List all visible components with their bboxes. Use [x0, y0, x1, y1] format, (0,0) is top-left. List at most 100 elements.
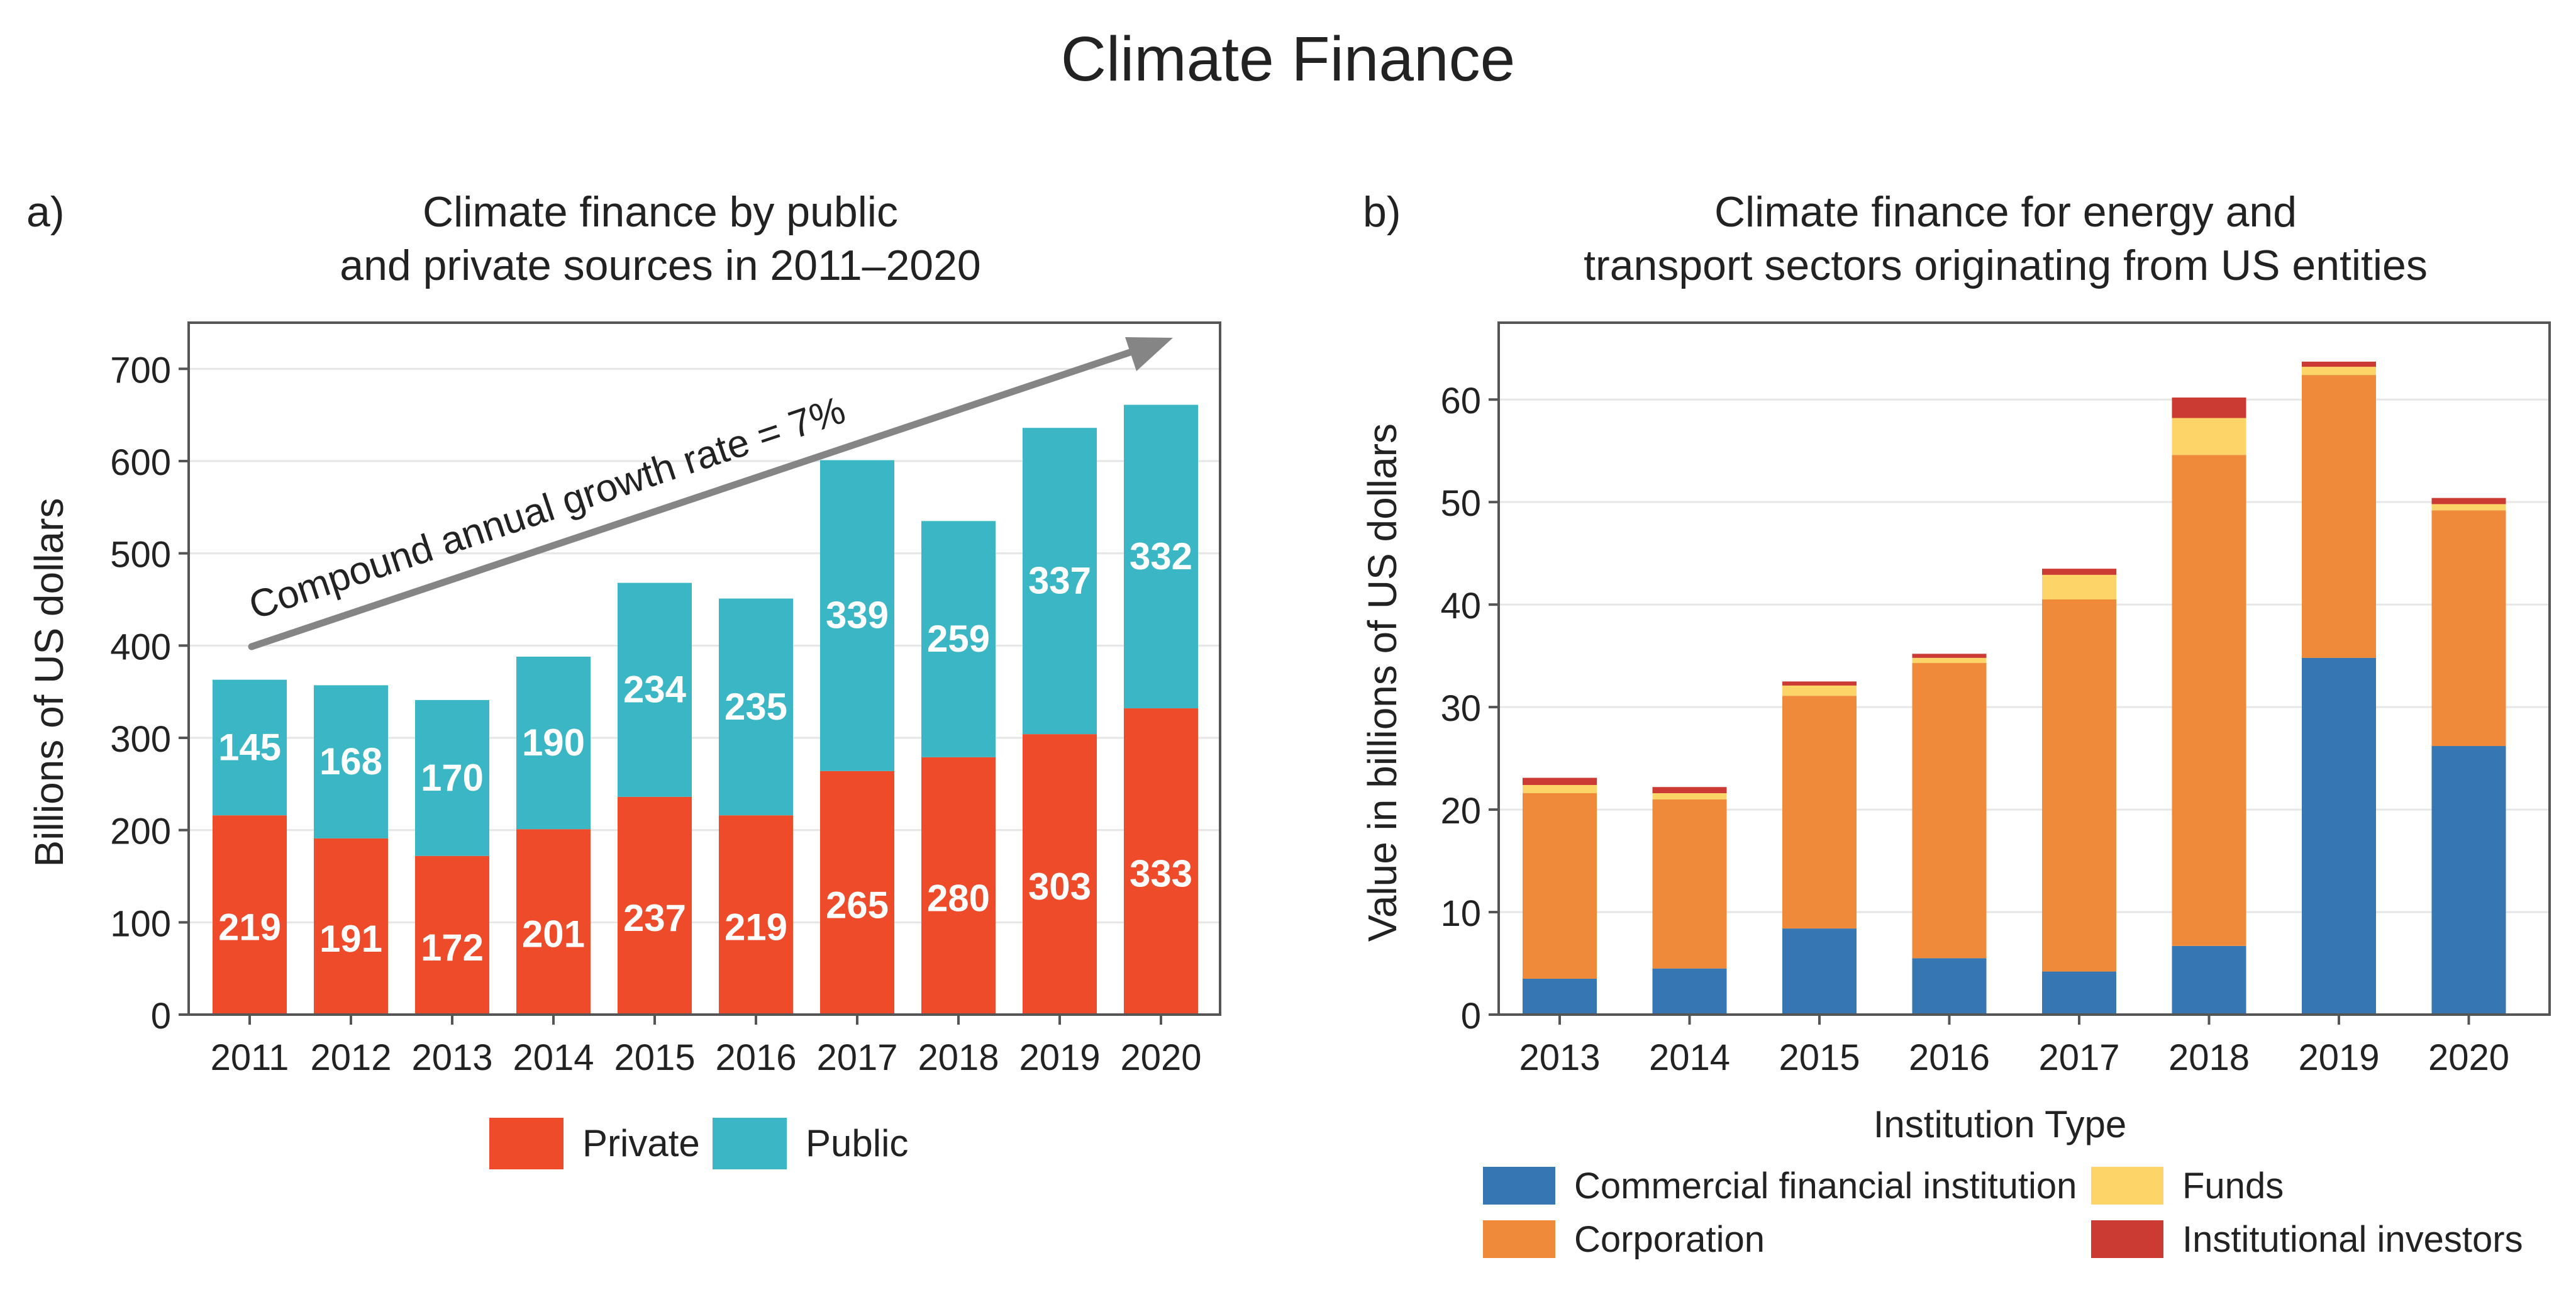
panel-b-bars	[1523, 361, 2506, 1015]
x-tick-label: 2020	[2428, 1037, 2509, 1078]
x-tick-label: 2012	[310, 1037, 391, 1078]
panel-a-label: a)	[26, 188, 64, 236]
panel-b-legend-title: Institution Type	[1874, 1103, 2126, 1145]
panel-b-legend: Commercial financial institution Funds Cor…	[1483, 1166, 2523, 1260]
bar-private-2015	[618, 796, 692, 1015]
panel-a-title-line-2: and private sources in 2011–2020	[340, 242, 980, 289]
bar-value-label: 259	[927, 618, 990, 660]
bar-funds-2020	[2431, 504, 2506, 511]
y-tick-label: 60	[1440, 381, 1481, 421]
legend-label-institutional-investors: Institutional investors	[2182, 1219, 2523, 1260]
x-tick-label: 2011	[211, 1037, 289, 1078]
bar-institutional-investors-2016	[1912, 654, 1987, 658]
bar-public-2014	[516, 656, 591, 830]
bar-commercial-financial-institution-2013	[1523, 978, 1597, 1015]
bar-value-label: 201	[522, 913, 585, 955]
bar-funds-2017	[2042, 574, 2116, 599]
panel-a: a) Climate finance by public and private…	[26, 188, 1221, 1169]
panel-a-x-ticks: 2011 2012 2013 2014 2015 2016 2017 2018 2019 2020	[211, 1015, 1202, 1078]
x-tick-label: 2017	[2038, 1037, 2119, 1078]
bar-value-label: 303	[1028, 866, 1091, 908]
bar-corporation-2019	[2302, 375, 2376, 658]
bar-public-2011	[213, 679, 287, 816]
panel-b-y-axis-label: Value in billions of US dollars	[1360, 423, 1405, 942]
bar-public-2020	[1124, 404, 1198, 709]
bar-private-2016	[719, 815, 793, 1015]
bar-corporation-2016	[1912, 663, 1987, 959]
bar-corporation-2014	[1652, 799, 1727, 969]
x-tick-label: 2014	[513, 1037, 594, 1078]
bar-value-label: 332	[1130, 535, 1192, 577]
figure-title: Climate Finance	[1061, 24, 1516, 94]
legend-swatch-commercial-financial-institution	[1483, 1167, 1555, 1205]
bar-public-2013	[415, 699, 489, 856]
bar-corporation-2015	[1782, 696, 1857, 929]
bar-institutional-investors-2015	[1782, 681, 1857, 686]
y-tick-label: 20	[1440, 791, 1481, 832]
y-tick-label: 400	[110, 627, 171, 667]
bar-institutional-investors-2017	[2042, 569, 2116, 575]
bar-private-2012	[314, 838, 388, 1015]
bar-commercial-financial-institution-2019	[2302, 657, 2376, 1015]
panel-b-frame	[1497, 321, 2551, 1016]
bar-value-label: 145	[218, 726, 281, 768]
growth-arrow-head	[1125, 337, 1173, 371]
y-tick-label: 300	[110, 719, 171, 760]
bar-institutional-investors-2020	[2431, 498, 2506, 504]
panel-b-x-ticks: 2013 2014 2015 2016 2017 2018 2019 2020	[1519, 1015, 2509, 1078]
bar-public-2019	[1023, 428, 1097, 735]
bar-corporation-2017	[2042, 599, 2116, 972]
bar-commercial-financial-institution-2020	[2431, 746, 2506, 1015]
bar-value-label: 172	[421, 927, 484, 969]
bar-value-label: 219	[724, 906, 787, 949]
legend-swatch-public	[713, 1118, 787, 1169]
panel-b-y-ticks: 0 10 20 30 40 50 60	[1440, 381, 1499, 1037]
bar-value-label: 265	[826, 884, 889, 926]
y-tick-label: 700	[110, 350, 171, 391]
bar-funds-2014	[1652, 793, 1727, 799]
bar-institutional-investors-2013	[1523, 777, 1597, 785]
x-tick-label: 2013	[411, 1037, 492, 1078]
panel-a-legend: Private Public	[489, 1118, 908, 1169]
y-tick-label: 0	[1461, 996, 1481, 1037]
bar-value-label: 339	[826, 594, 889, 637]
x-tick-label: 2019	[2298, 1037, 2379, 1078]
bar-corporation-2018	[2172, 455, 2246, 946]
bar-value-label: 235	[724, 686, 787, 728]
bar-value-label: 234	[623, 669, 687, 711]
legend-label-public: Public	[806, 1122, 908, 1164]
legend-label-corporation: Corporation	[1574, 1219, 1765, 1260]
bar-value-label: 191	[319, 918, 382, 960]
bar-public-2018	[921, 521, 996, 757]
panel-a-frame	[187, 321, 1221, 1016]
x-tick-label: 2015	[614, 1037, 695, 1078]
bar-value-label: 237	[623, 897, 686, 939]
panel-a-bars: 219 145 191 168 172 170 201 190 237 234 219 235 265 3…	[213, 404, 1198, 1015]
legend-label-commercial-financial-institution: Commercial financial institution	[1574, 1166, 2077, 1206]
bar-funds-2019	[2302, 367, 2376, 376]
panel-a-y-ticks: 0 100 200 300 400 500 600 700	[110, 350, 189, 1037]
bar-private-2019	[1023, 734, 1097, 1015]
x-tick-label: 2014	[1649, 1037, 1730, 1078]
bar-corporation-2020	[2431, 510, 2506, 747]
bar-public-2012	[314, 685, 388, 838]
x-tick-label: 2016	[715, 1037, 796, 1078]
bar-value-label: 280	[927, 877, 990, 919]
x-tick-label: 2013	[1519, 1037, 1600, 1078]
y-tick-label: 0	[151, 996, 171, 1037]
bar-value-label: 219	[218, 906, 281, 949]
bar-private-2018	[921, 757, 996, 1015]
bar-institutional-investors-2019	[2302, 361, 2376, 367]
y-tick-label: 500	[110, 535, 171, 576]
legend-swatch-corporation	[1483, 1220, 1555, 1258]
bar-value-label: 333	[1130, 853, 1192, 895]
bar-value-label: 337	[1028, 560, 1091, 602]
bar-value-label: 168	[319, 740, 382, 782]
bar-commercial-financial-institution-2016	[1912, 958, 1987, 1015]
panel-b-label: b)	[1363, 188, 1401, 236]
bar-private-2011	[213, 815, 287, 1015]
x-tick-label: 2020	[1120, 1037, 1201, 1078]
legend-label-funds: Funds	[2182, 1166, 2284, 1206]
bar-public-2017	[820, 460, 894, 771]
